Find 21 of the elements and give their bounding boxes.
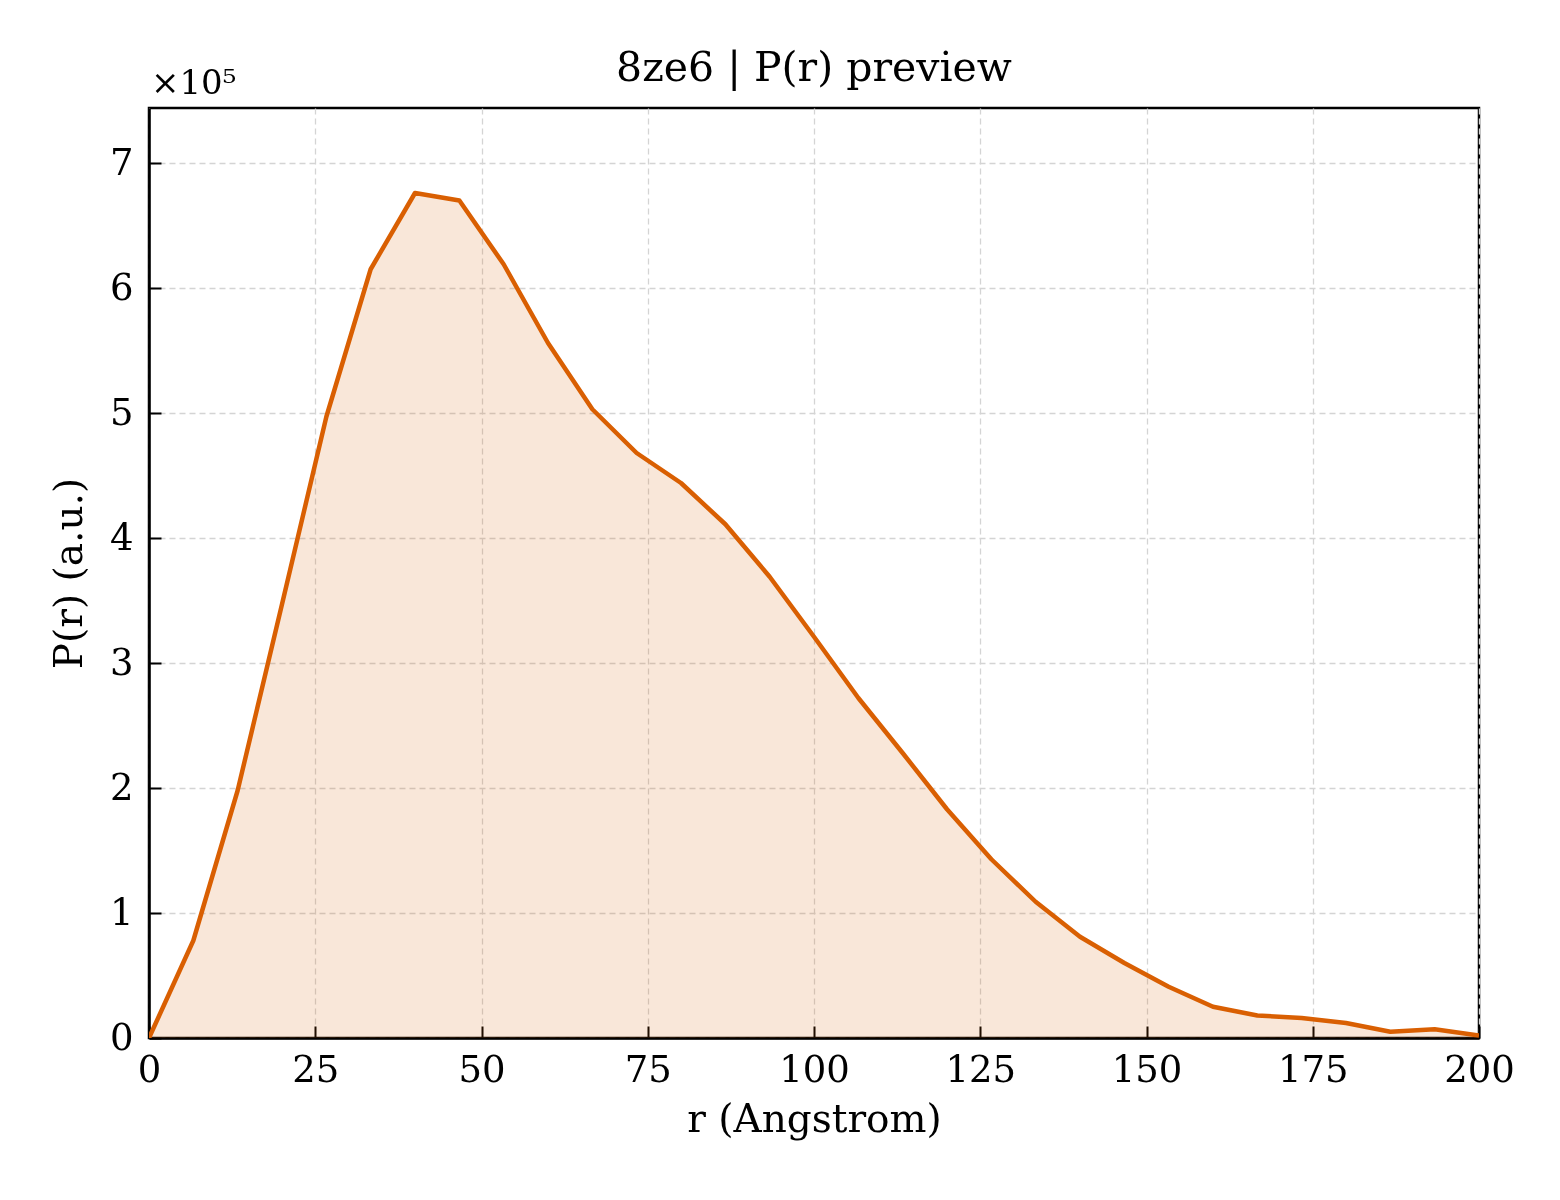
text: ×10⁵ — [151, 62, 237, 102]
x-tick-label: 175 — [1277, 1047, 1349, 1091]
x-tick-label: 0 — [137, 1047, 162, 1091]
y-tick-label: 2 — [109, 765, 134, 809]
x-tick-label: 25 — [292, 1047, 340, 1091]
y-tick-label: 6 — [109, 265, 134, 309]
y-tick-label: 3 — [109, 640, 134, 684]
y-tick-label: 0 — [109, 1015, 134, 1059]
x-tick-label: 75 — [624, 1047, 672, 1091]
x-tick-label: 100 — [779, 1047, 850, 1091]
y-tick-label: 5 — [109, 390, 134, 434]
x-tick-label: 200 — [1444, 1047, 1515, 1091]
x-axis-title: r (Angstrom) — [687, 1095, 942, 1141]
x-tick-label: 150 — [1111, 1047, 1183, 1091]
y-tick-label: 4 — [109, 515, 134, 559]
chart-title: 8ze6 | P(r) preview — [616, 43, 1012, 91]
y-tick-label: 1 — [109, 890, 134, 934]
y-axis-title: P(r) (a.u.) — [45, 477, 91, 670]
y-tick-label: 7 — [109, 140, 134, 184]
x-tick-label: 125 — [945, 1047, 1017, 1091]
x-tick-label: 50 — [458, 1047, 506, 1091]
